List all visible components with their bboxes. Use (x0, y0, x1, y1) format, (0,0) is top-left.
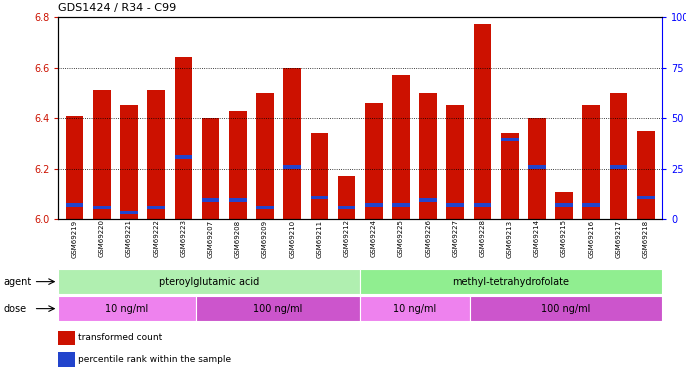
Text: pteroylglutamic acid: pteroylglutamic acid (159, 277, 259, 286)
Text: 100 ng/ml: 100 ng/ml (253, 304, 303, 313)
Bar (196, 296, 360, 321)
Text: GDS1424 / R34 - C99: GDS1424 / R34 - C99 (58, 3, 176, 13)
Bar (610, 165, 627, 169)
Bar (365, 103, 383, 219)
Bar (66, 116, 84, 219)
Bar (528, 165, 546, 169)
Bar (58, 269, 360, 294)
Bar (582, 105, 600, 219)
Bar (419, 93, 437, 219)
Bar (229, 198, 247, 202)
Bar (447, 203, 464, 207)
Bar (311, 134, 328, 219)
Bar (338, 176, 355, 219)
Bar (283, 68, 301, 219)
Bar (555, 192, 573, 219)
Bar (528, 118, 546, 219)
Bar (419, 198, 437, 202)
Bar (283, 165, 301, 169)
Bar (447, 105, 464, 219)
Bar (338, 206, 355, 209)
Bar (360, 269, 662, 294)
Bar (365, 203, 383, 207)
Text: dose: dose (3, 304, 27, 313)
Text: 10 ng/ml: 10 ng/ml (393, 304, 437, 313)
Bar (58, 296, 196, 321)
Bar (147, 90, 165, 219)
Bar (392, 203, 410, 207)
Bar (555, 203, 573, 207)
Bar (501, 134, 519, 219)
Bar (256, 206, 274, 209)
Bar (501, 138, 519, 141)
Bar (392, 75, 410, 219)
Bar (637, 196, 654, 199)
Bar (360, 296, 470, 321)
Bar (147, 206, 165, 209)
Bar (58, 352, 75, 367)
Text: percentile rank within the sample: percentile rank within the sample (78, 355, 230, 364)
Bar (610, 93, 627, 219)
Bar (120, 105, 138, 219)
Text: transformed count: transformed count (78, 333, 162, 342)
Bar (93, 206, 110, 209)
Bar (473, 24, 491, 219)
Bar (470, 296, 662, 321)
Bar (473, 203, 491, 207)
Bar (582, 203, 600, 207)
Bar (66, 203, 84, 207)
Bar (202, 198, 220, 202)
Bar (58, 331, 75, 345)
Bar (93, 90, 110, 219)
Bar (174, 155, 192, 159)
Text: 10 ng/ml: 10 ng/ml (105, 304, 149, 313)
Bar (311, 196, 328, 199)
Bar (256, 93, 274, 219)
Text: methyl-tetrahydrofolate: methyl-tetrahydrofolate (453, 277, 569, 286)
Bar (637, 131, 654, 219)
Text: agent: agent (3, 277, 32, 286)
Bar (229, 111, 247, 219)
Bar (202, 118, 220, 219)
Text: 100 ng/ml: 100 ng/ml (541, 304, 591, 313)
Bar (174, 57, 192, 219)
Bar (120, 211, 138, 214)
